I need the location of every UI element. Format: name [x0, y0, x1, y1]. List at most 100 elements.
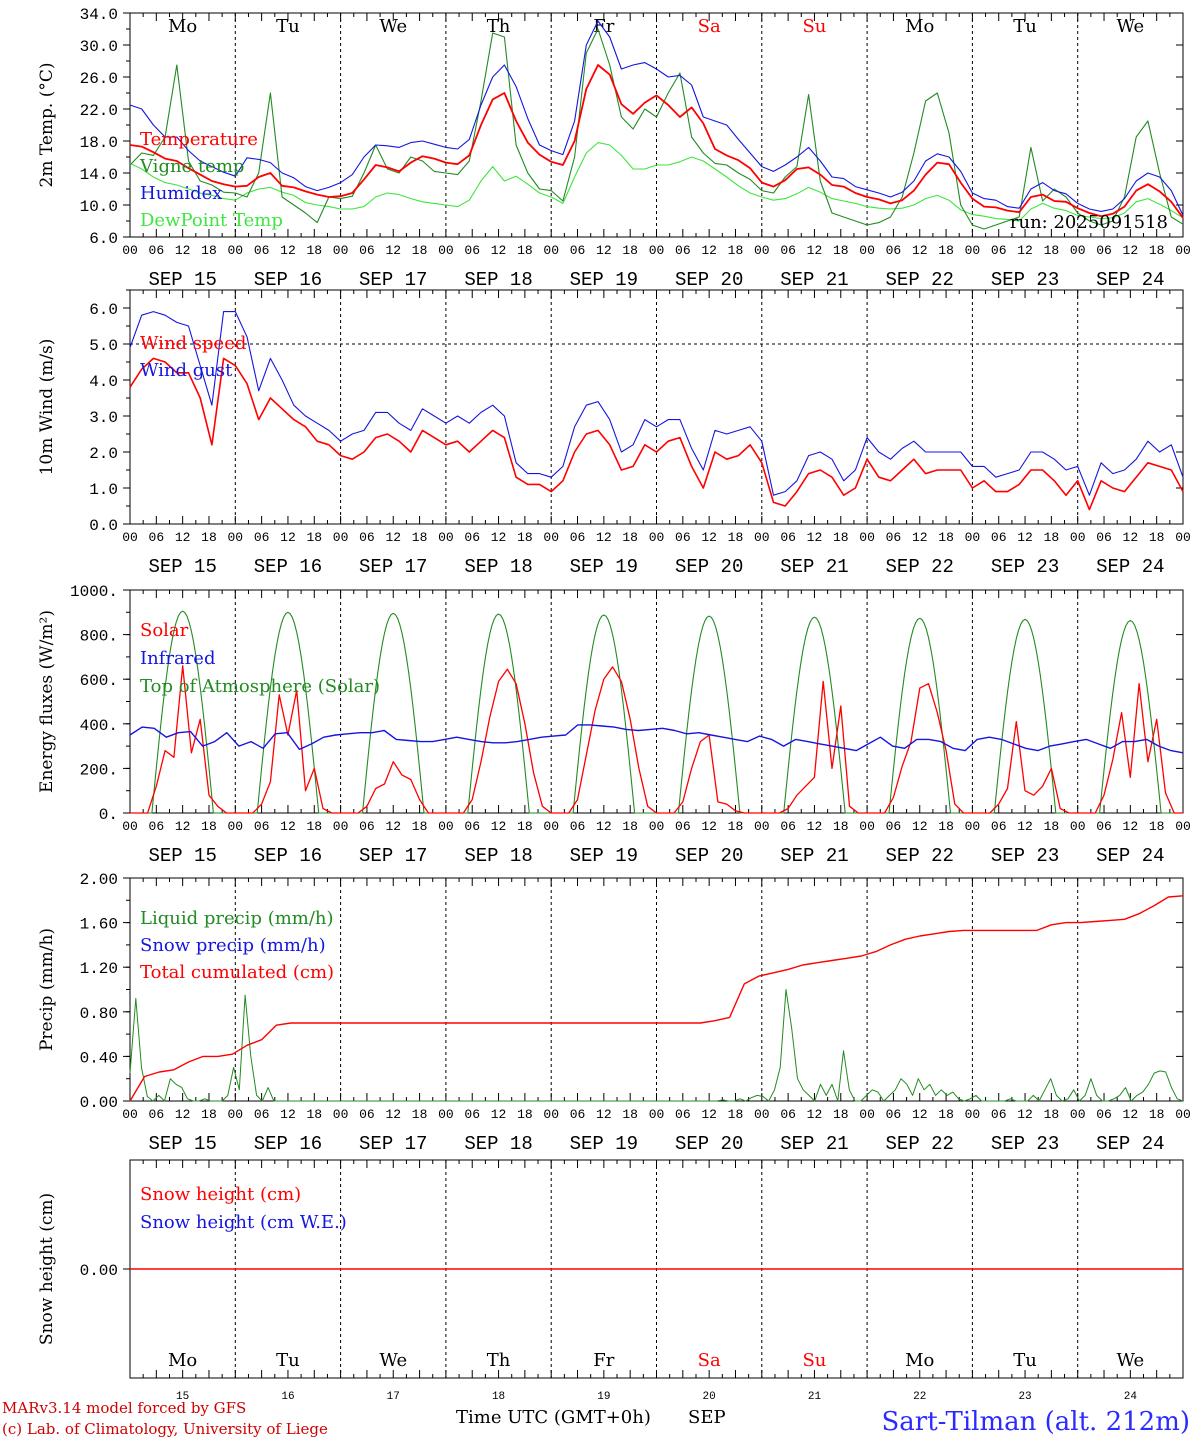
legend-entry: Snow height (cm)	[140, 1184, 301, 1205]
hour-tick-label: 00	[754, 1107, 770, 1122]
date-label: SEP 16	[254, 556, 322, 578]
hour-tick-label: 06	[570, 819, 586, 834]
weekday-label: Su	[802, 1350, 826, 1371]
hour-tick-label: 18	[938, 1107, 954, 1122]
hour-tick-label: 00	[965, 819, 981, 834]
y-tick-label: 1000.	[70, 583, 118, 601]
y-tick-label: 0.00	[80, 1262, 118, 1280]
hour-tick-label: 18	[306, 243, 322, 258]
y-tick-label: 26.0	[80, 70, 118, 88]
weekday-label: Mo	[905, 1350, 934, 1371]
hour-tick-label: 06	[464, 530, 480, 545]
series-temperature-line	[129, 64, 1184, 219]
y-tick-label: 3.0	[89, 409, 118, 427]
x-axis-month: SEP	[688, 1407, 726, 1428]
hour-tick-label: 00	[1175, 819, 1191, 834]
y-tick-label: 600.	[80, 672, 118, 690]
hour-tick-label: 18	[833, 1107, 849, 1122]
plot-frame	[129, 589, 1184, 814]
panel-precip: 0.00 0.40 0.80 1.20 1.60 2.00 Precip (mm/h) 00 0…	[37, 871, 1191, 1155]
hour-tick-label: 00	[333, 530, 349, 545]
series-humidex-line	[129, 20, 1184, 216]
y-tick-label: 800.	[80, 628, 118, 646]
date-label: SEP 23	[991, 845, 1059, 867]
weekday-label: Sa	[698, 1350, 721, 1371]
series-gust-line	[129, 311, 1184, 496]
hour-tick-label: 12	[807, 530, 823, 545]
hour-tick-label: 18	[622, 530, 638, 545]
hour-tick-label: 06	[149, 1107, 165, 1122]
hour-tick-label: 06	[359, 530, 375, 545]
date-label: SEP 17	[359, 1133, 427, 1155]
hour-tick-label: 18	[412, 530, 428, 545]
hour-tick-label: 18	[728, 819, 744, 834]
legend-entry: Top of Atmosphere (Solar)	[140, 676, 380, 697]
hour-tick-label: 00	[965, 243, 981, 258]
hour-tick-label: 00	[754, 819, 770, 834]
day-number-label: 16	[281, 1391, 294, 1403]
date-label: SEP 24	[1096, 269, 1164, 291]
hour-tick-label: 06	[149, 243, 165, 258]
hour-tick-label: 00	[649, 819, 665, 834]
hour-tick-label: 00	[859, 530, 875, 545]
hour-tick-label: 00	[333, 819, 349, 834]
legend-entry: Solar	[140, 620, 189, 641]
date-label: SEP 24	[1096, 556, 1164, 578]
hour-tick-label: 18	[201, 243, 217, 258]
y-tick-label: 22.0	[80, 102, 118, 120]
date-label: SEP 20	[675, 556, 743, 578]
hour-tick-label: 18	[833, 530, 849, 545]
hour-tick-label: 12	[280, 819, 296, 834]
hour-tick-label: 18	[306, 1107, 322, 1122]
panel-wind: 0.0 1.0 2.0 3.0 4.0 5.0 6.0 10m Wind (m/s) 00 06 1…	[37, 289, 1191, 578]
hour-tick-label: 12	[596, 819, 612, 834]
series-vigne-line	[129, 28, 1184, 230]
day-number-label: 23	[1018, 1391, 1031, 1403]
hour-tick-label: 00	[438, 1107, 454, 1122]
x-axis-title: Time UTC (GMT+0h)	[456, 1407, 651, 1428]
hour-tick-label: 00	[649, 1107, 665, 1122]
hour-tick-label: 12	[385, 819, 401, 834]
hour-tick-label: 06	[1096, 243, 1112, 258]
date-label: SEP 22	[886, 1133, 954, 1155]
hour-tick-label: 18	[1149, 819, 1165, 834]
hour-tick-label: 12	[491, 243, 507, 258]
hour-tick-label: 00	[1175, 530, 1191, 545]
hour-tick-label: 18	[1149, 530, 1165, 545]
legend-entry: Liquid precip (mm/h)	[140, 908, 334, 929]
hour-tick-label: 06	[675, 819, 691, 834]
hour-tick-label: 00	[965, 1107, 981, 1122]
hour-tick-label: 00	[1070, 819, 1086, 834]
hour-tick-label: 18	[517, 1107, 533, 1122]
hour-tick-label: 12	[912, 530, 928, 545]
hour-tick-label: 06	[1096, 819, 1112, 834]
hour-tick-label: 00	[859, 1107, 875, 1122]
series-cumulated-line	[129, 895, 1184, 1102]
legend-entry: Infrared	[140, 648, 215, 669]
hour-tick-label: 12	[280, 243, 296, 258]
weekday-label: We	[379, 16, 407, 37]
hour-tick-label: 12	[1123, 819, 1139, 834]
y-tick-label: 0.0	[89, 517, 118, 535]
date-label: SEP 19	[570, 556, 638, 578]
series-windspeed-line	[129, 357, 1184, 511]
date-label: SEP 19	[570, 845, 638, 867]
hour-tick-label: 18	[517, 819, 533, 834]
hour-tick-label: 18	[201, 530, 217, 545]
hour-tick-label: 06	[991, 243, 1007, 258]
legend-entry: Humidex	[140, 183, 222, 204]
day-number-label: 22	[913, 1391, 926, 1403]
hour-tick-label: 00	[1070, 243, 1086, 258]
day-number-label: 17	[387, 1391, 400, 1403]
station-label: Sart-Tilman (alt. 212m)	[881, 1407, 1190, 1437]
date-label: SEP 15	[148, 845, 216, 867]
hour-tick-label: 18	[1044, 530, 1060, 545]
hour-tick-label: 06	[570, 243, 586, 258]
date-label: SEP 16	[254, 845, 322, 867]
date-label: SEP 20	[675, 269, 743, 291]
weekday-label: Tu	[276, 1350, 300, 1371]
hour-tick-label: 00	[333, 243, 349, 258]
weekday-label: Fr	[593, 1350, 614, 1371]
y-tick-label: 6.0	[89, 230, 118, 248]
